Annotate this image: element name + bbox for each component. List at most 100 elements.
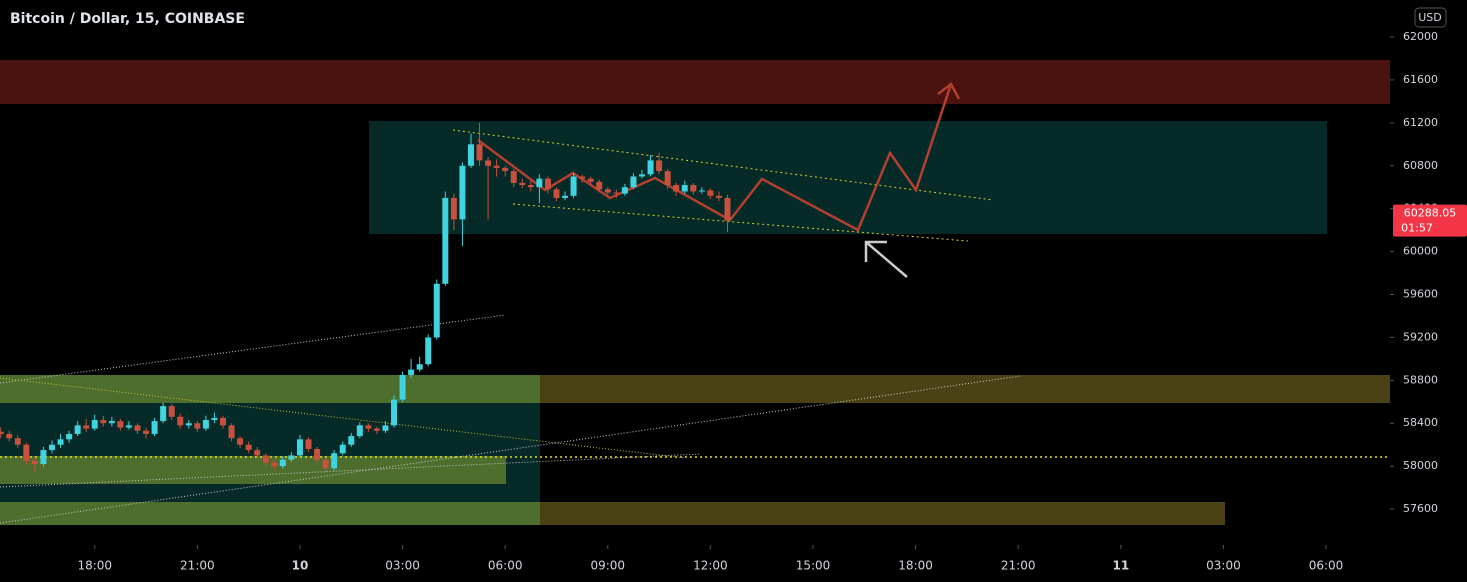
candle-body — [399, 374, 406, 400]
zone-band — [0, 456, 506, 484]
candle-body — [117, 421, 124, 428]
chart-title: Bitcoin / Dollar, 15, COINBASE — [10, 11, 245, 27]
drawings — [0, 60, 1390, 525]
y-tick-label: 58400 — [1403, 416, 1438, 429]
x-tick-label: 03:00 — [1206, 559, 1241, 573]
candle-body — [544, 178, 551, 190]
candle-body — [450, 197, 457, 220]
candle-body — [160, 406, 167, 422]
candle-body — [502, 167, 509, 172]
axes: 5760058000584005880059200596006000060400… — [77, 30, 1467, 573]
arrow-head — [864, 240, 887, 262]
channel-line — [512, 203, 969, 242]
candle-body — [365, 425, 372, 429]
zone-band — [0, 375, 540, 403]
candle-body — [408, 369, 415, 375]
y-tick-label: 61600 — [1403, 73, 1438, 86]
x-tick-label: 12:00 — [693, 559, 728, 573]
candle-body — [134, 425, 141, 431]
y-tick-label: 58000 — [1403, 459, 1438, 472]
trend-line — [0, 377, 686, 459]
candle-body — [348, 436, 355, 445]
candle-body — [373, 428, 380, 431]
x-tick-label: 10 — [292, 559, 309, 573]
candle-body — [48, 444, 55, 451]
candle-body — [271, 462, 278, 467]
candle-body — [459, 165, 466, 220]
candle-body — [237, 438, 244, 445]
candle-body — [125, 425, 132, 428]
candle-body — [0, 431, 4, 434]
candle-body — [194, 423, 201, 429]
y-tick-label: 59200 — [1403, 330, 1438, 343]
zone-band — [540, 375, 1390, 403]
candle-body — [621, 187, 628, 194]
candle-body — [596, 181, 603, 190]
y-tick-label: 62000 — [1403, 30, 1438, 43]
candle-body — [391, 399, 398, 426]
arrow — [865, 241, 908, 278]
candle-body — [664, 171, 671, 186]
currency-button[interactable] — [1414, 7, 1447, 28]
candle-body — [31, 460, 38, 465]
candle-body — [262, 455, 269, 463]
candle-body — [254, 450, 261, 456]
candle-body — [322, 459, 329, 469]
candle-body — [83, 425, 90, 429]
candle-body — [66, 433, 73, 440]
zone-band — [0, 502, 540, 525]
arrow-head — [937, 82, 961, 100]
candle-body — [211, 417, 218, 421]
x-tick-label: 21:00 — [180, 559, 215, 573]
candle-body — [40, 450, 47, 465]
candle-body — [673, 185, 680, 192]
x-tick-label: 18:00 — [77, 559, 112, 573]
candle-body — [108, 421, 115, 424]
x-tick-label: 11 — [1112, 559, 1129, 573]
candle-body — [279, 459, 286, 467]
x-tick-label: 06:00 — [488, 559, 523, 573]
last-price: 60288.05 — [1404, 207, 1457, 220]
y-tick-label: 60000 — [1403, 245, 1438, 258]
candle-body — [91, 420, 98, 429]
candle-body — [314, 448, 321, 460]
candle-body — [510, 171, 517, 183]
y-tick-label: 61200 — [1403, 116, 1438, 129]
price-label-bg — [1393, 204, 1467, 237]
candle-body — [143, 430, 150, 434]
candle-body — [724, 197, 731, 221]
candle-body — [331, 453, 338, 469]
currency: USD — [1418, 11, 1442, 24]
y-tick-label: 60800 — [1403, 159, 1438, 172]
zone-band — [540, 502, 1225, 525]
trend-line — [0, 314, 506, 384]
candle-body — [74, 425, 81, 434]
candle-body — [185, 423, 192, 426]
resistance-zone — [0, 60, 1390, 104]
candle-body — [168, 406, 175, 417]
candle-body — [570, 176, 577, 196]
candle-body — [23, 444, 30, 461]
y-tick-label: 57600 — [1403, 502, 1438, 515]
candle-body — [656, 160, 663, 172]
candle-body — [698, 190, 705, 192]
candle-body — [305, 439, 312, 449]
candle-body — [493, 165, 500, 168]
candle-body — [296, 439, 303, 456]
candle-body — [476, 144, 483, 161]
candle-body — [433, 283, 440, 338]
candles — [0, 122, 731, 473]
candle-body — [57, 439, 64, 445]
x-tick-label: 21:00 — [1001, 559, 1036, 573]
candle-body — [151, 421, 158, 434]
candle-body — [638, 174, 645, 177]
countdown: 01:57 — [1401, 222, 1433, 235]
candle-body — [604, 189, 611, 193]
candle-body — [536, 178, 543, 188]
candle-body — [553, 189, 560, 198]
candle-body — [442, 197, 449, 284]
candle-body — [288, 455, 295, 460]
candle-body — [245, 444, 252, 451]
candle-body — [14, 438, 21, 445]
